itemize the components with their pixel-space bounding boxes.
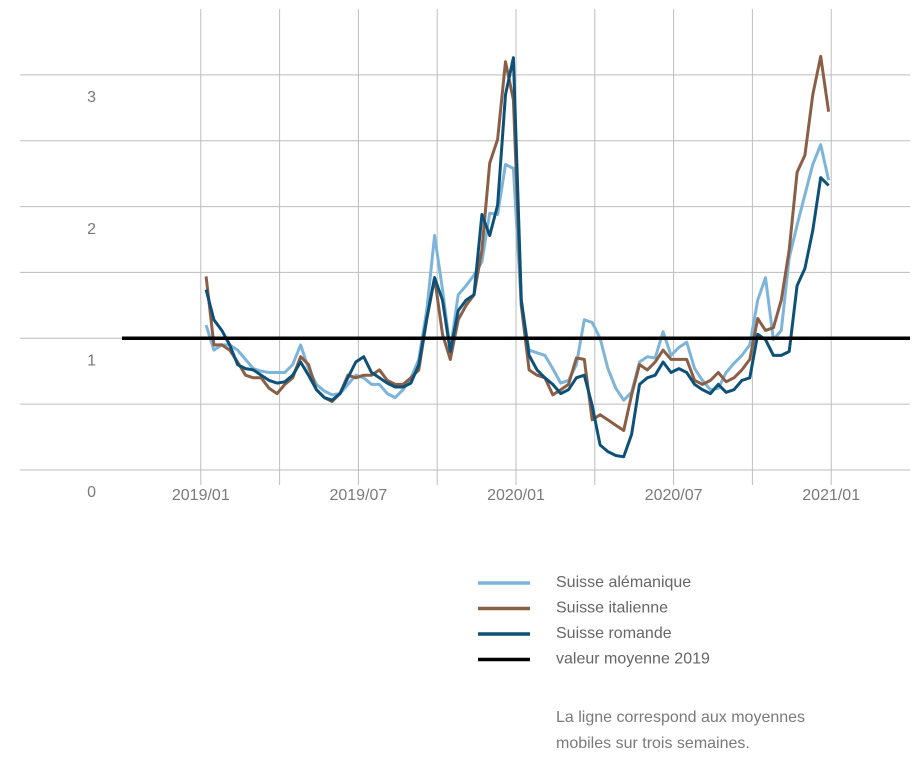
x-tick-label: 2021/01	[802, 487, 860, 504]
series-line	[204, 56, 830, 459]
y-tick-label: 3	[87, 89, 96, 106]
legend-label: Suisse alémanique	[556, 574, 691, 591]
x-tick-label: 2019/01	[172, 487, 230, 504]
x-tick-label: 2019/07	[329, 487, 387, 504]
y-tick-label: 0	[87, 484, 96, 501]
legend-label: Suisse italienne	[556, 600, 668, 617]
x-tick-label: 2020/01	[487, 487, 545, 504]
y-tick-label: 2	[87, 221, 96, 238]
legend-label: Suisse romande	[556, 625, 672, 642]
x-tick-label: 2020/07	[645, 487, 703, 504]
legend-label: valeur moyenne 2019	[556, 651, 710, 668]
chart-note: La ligne correspond aux moyennes mobiles…	[556, 709, 806, 752]
y-tick-label: 1	[87, 353, 96, 370]
